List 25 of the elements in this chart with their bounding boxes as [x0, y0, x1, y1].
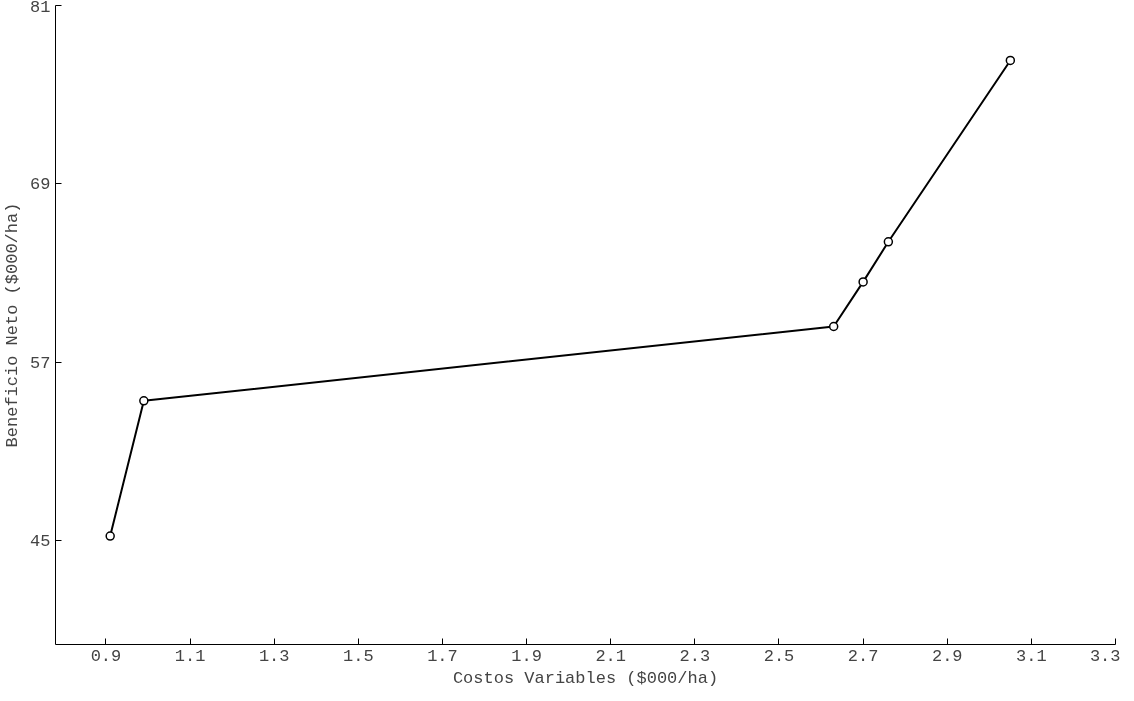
x-tick-label: 3.3 — [1089, 646, 1121, 666]
x-tick-label: 2.3 — [679, 646, 711, 666]
point — [139, 396, 149, 406]
y-tick-label: 69 — [30, 175, 51, 195]
point — [858, 277, 868, 287]
point — [883, 237, 894, 247]
x-tick-label: 1.3 — [258, 646, 290, 666]
x-tick-label: 2.1 — [595, 646, 627, 666]
point — [828, 321, 839, 332]
x-tick-label: 1.7 — [427, 646, 458, 666]
x-tick-label: 0.9 — [90, 646, 122, 666]
x-tick-label: 1.9 — [511, 646, 542, 666]
y-tick-label: 57 — [30, 353, 51, 373]
x-tick-label: 2.7 — [847, 646, 879, 666]
y-tick-label: 81 — [30, 0, 51, 17]
x-axis-title: Costos Variables ($000/ha) — [452, 668, 719, 688]
x-tick-label: 3.1 — [1016, 646, 1047, 666]
y-tick-label: 45 — [30, 531, 51, 551]
x-tick-label: 2.5 — [763, 646, 795, 666]
x-tick-label: 2.9 — [931, 646, 963, 666]
x-tick-label: 1.5 — [343, 646, 374, 666]
x-tick-label: 1.1 — [174, 646, 206, 666]
point — [105, 531, 115, 541]
y-axis-title: Beneficio Neto ($000/ha) — [3, 202, 23, 448]
point — [1005, 55, 1016, 66]
